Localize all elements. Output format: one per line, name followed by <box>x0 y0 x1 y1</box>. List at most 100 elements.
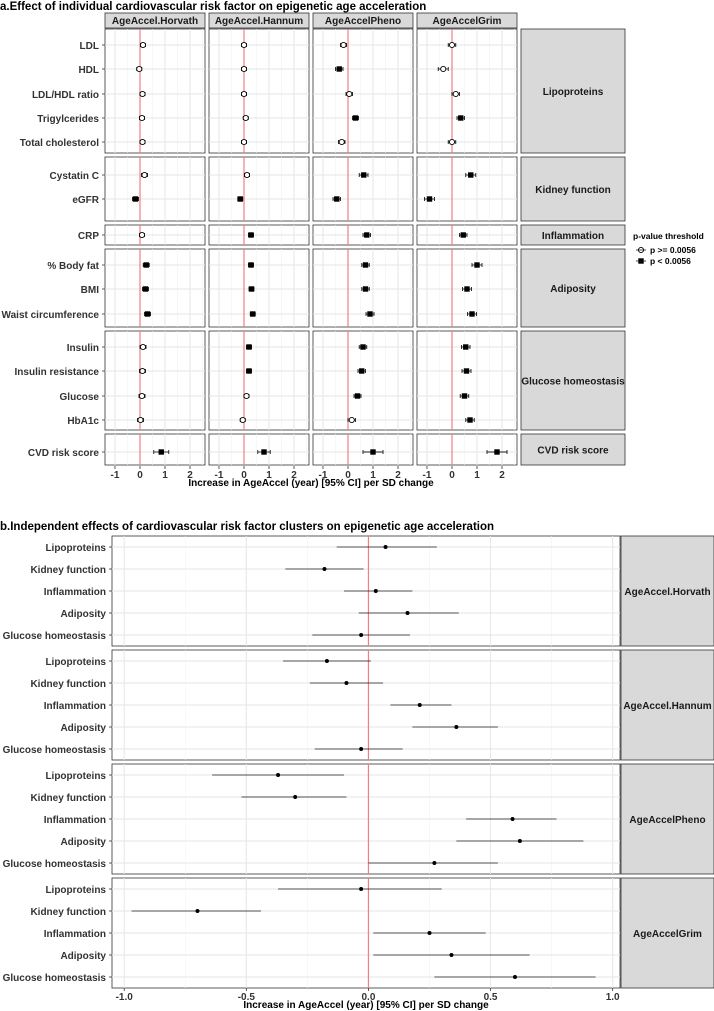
estimate-point-significant <box>143 262 149 268</box>
estimate-point-significant <box>237 196 243 202</box>
x-tick-label: 0.0 <box>361 992 375 1003</box>
row-label: Adiposity <box>60 723 106 734</box>
panel-b-title: b.Independent effects of cardiovascular … <box>0 521 494 533</box>
x-tick-label: 1 <box>162 470 168 481</box>
estimate-point-nonsignificant <box>138 231 146 239</box>
panel-strip <box>620 877 714 989</box>
estimate-point-significant <box>467 417 473 423</box>
x-tick-label: 1 <box>474 470 480 481</box>
facet-panel <box>208 28 310 154</box>
estimate-point-significant <box>361 172 367 178</box>
estimate-point-significant <box>144 311 151 317</box>
row-label: BMI <box>81 285 100 296</box>
group-strip <box>520 433 626 466</box>
estimate-point-significant <box>463 344 469 350</box>
panel-a-x-axis-title: Increase in AgeAccel (year) [95% CI] per… <box>188 478 434 489</box>
panel-strip-label: AgeAccel.Hannum <box>623 701 711 712</box>
estimate-point <box>359 633 364 637</box>
estimate-point <box>383 545 388 549</box>
estimate-point-significant <box>132 196 139 202</box>
column-strip <box>208 12 310 29</box>
estimate-point-significant <box>360 344 366 350</box>
estimate-point-significant <box>461 393 468 399</box>
row-label: Inflammation <box>44 587 106 598</box>
x-tick-label: -1 <box>423 470 432 481</box>
x-tick-label: 1.0 <box>606 992 620 1003</box>
estimate-point-significant <box>250 311 256 317</box>
row-label: Kidney function <box>30 793 106 804</box>
group-strip <box>520 28 626 154</box>
row-label: Lipoproteins <box>45 771 106 782</box>
x-tick-label: -1 <box>215 470 224 481</box>
row-label: Glucose homeostasis <box>3 859 107 870</box>
row-label: Adiposity <box>60 837 106 848</box>
column-strip-label: AgeAccelPheno <box>325 16 401 27</box>
column-strip-label: AgeAccel.Hannum <box>215 16 303 27</box>
estimate-point-nonsignificant <box>138 114 146 122</box>
estimate-point-nonsignificant <box>139 90 146 98</box>
estimate-point-significant <box>494 449 500 455</box>
estimate-point-nonsignificant <box>136 65 143 73</box>
estimate-point <box>432 861 437 865</box>
x-tick-label: -1 <box>111 470 120 481</box>
estimate-point-significant <box>362 262 369 268</box>
column-strip <box>416 12 518 29</box>
estimate-point-nonsignificant <box>141 171 148 179</box>
estimate-point-significant <box>334 196 340 202</box>
row-label: CRP <box>78 231 99 242</box>
column-strip-label: AgeAccel.Horvath <box>112 16 198 27</box>
estimate-point-significant <box>359 368 365 374</box>
row-label: Kidney function <box>30 679 106 690</box>
estimate-point <box>359 747 364 751</box>
estimate-point <box>510 817 515 821</box>
panel-strip-label: AgeAccel.Horvath <box>624 587 710 598</box>
x-tick-label: 0.5 <box>484 992 498 1003</box>
estimate-point-nonsignificant <box>348 416 355 424</box>
row-label: Inflammation <box>44 929 106 940</box>
row-label: Adiposity <box>60 609 106 620</box>
group-strip-label: Inflammation <box>542 231 604 242</box>
estimate-point <box>195 909 200 913</box>
row-label: HDL <box>78 65 99 76</box>
x-tick-label: 2 <box>291 470 297 481</box>
estimate-point <box>324 659 329 663</box>
facet-panel <box>416 156 518 222</box>
legend-title: p-value threshold <box>633 231 704 241</box>
facet-panel <box>312 433 414 466</box>
row-label: Kidney function <box>30 907 106 918</box>
estimate-point-nonsignificant <box>139 41 147 49</box>
facet-panel <box>208 156 310 222</box>
panel-a-title: a.Effect of individual cardiovascular ri… <box>0 1 426 13</box>
x-tick-label: 1 <box>266 470 272 481</box>
panel-b-x-axis-title: Increase in AgeAccel (year) [95% CI] per… <box>243 1000 489 1011</box>
estimate-point-significant <box>352 115 359 121</box>
estimate-point-significant <box>468 172 474 178</box>
row-label: Glucose homeostasis <box>3 631 107 642</box>
estimate-point-significant <box>463 368 470 374</box>
estimate-point <box>512 975 517 979</box>
estimate-point-significant <box>362 286 369 292</box>
estimate-point <box>373 589 378 593</box>
x-tick-label: 2 <box>395 470 401 481</box>
estimate-point-significant <box>336 66 342 72</box>
estimate-point-nonsignificant <box>239 416 246 424</box>
row-label: Kidney function <box>30 565 106 576</box>
estimate-point <box>322 567 327 571</box>
estimate-point-significant <box>426 196 433 202</box>
estimate-point-significant <box>469 311 475 317</box>
estimate-point-nonsignificant <box>240 138 248 146</box>
row-label: Lipoproteins <box>45 657 106 668</box>
estimate-point-significant <box>261 449 267 455</box>
estimate-point-significant <box>158 449 164 455</box>
panel-strip <box>620 535 714 647</box>
row-label: HbA1c <box>67 416 99 427</box>
estimate-point-nonsignificant <box>346 90 353 98</box>
estimate-point-significant <box>364 232 370 238</box>
estimate-point-significant <box>246 344 252 350</box>
column-strip <box>312 12 414 29</box>
row-label: Waist circumference <box>2 310 100 321</box>
row-label: Glucose homeostasis <box>3 745 107 756</box>
estimate-point-significant <box>464 286 470 292</box>
group-strip-label: Lipoproteins <box>543 87 604 98</box>
